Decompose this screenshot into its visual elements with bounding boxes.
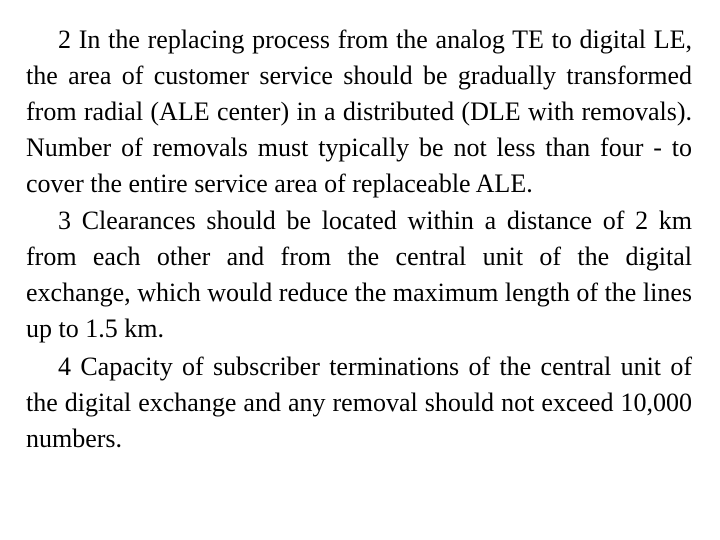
paragraph-4: 4 Capacity of subscriber terminations of… bbox=[26, 349, 692, 457]
paragraph-3: 3 Clearances should be located within a … bbox=[26, 203, 692, 347]
paragraph-2: 2 In the replacing process from the anal… bbox=[26, 22, 692, 201]
document-page: 2 In the replacing process from the anal… bbox=[0, 0, 720, 540]
